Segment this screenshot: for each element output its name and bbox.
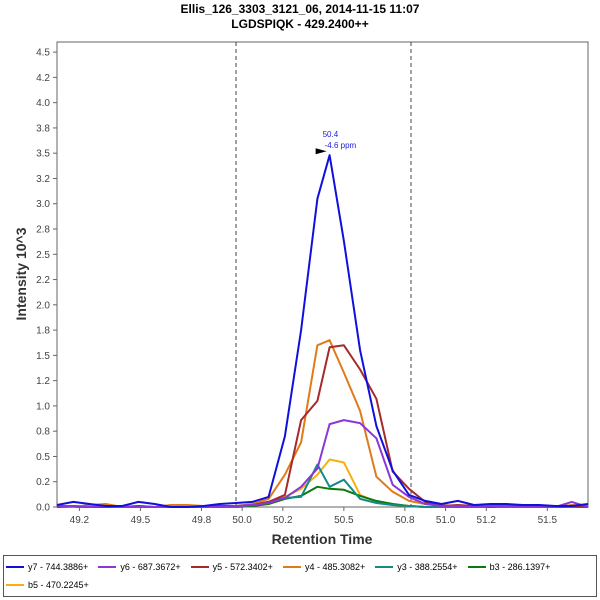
- x-tick-label: 51.2: [477, 515, 497, 526]
- legend-label: y5 - 572.3402+: [212, 562, 273, 572]
- x-tick-label: 51.0: [436, 515, 456, 526]
- x-axis-title: Retention Time: [272, 531, 373, 547]
- y-tick-label: 0.8: [36, 427, 50, 438]
- y-tick-label: 4.0: [36, 98, 50, 109]
- peak-ppm-label: -4.6 ppm: [325, 141, 357, 150]
- chart-title: Ellis_126_3303_3121_06, 2014-11-15 11:07: [181, 2, 420, 16]
- x-tick-label: 49.2: [70, 515, 90, 526]
- legend-label: y7 - 744.3886+: [28, 562, 89, 572]
- y-tick-label: 3.8: [36, 123, 50, 134]
- legend-item: y7 - 744.3886+: [4, 562, 88, 572]
- series-line-y6: [57, 419, 589, 508]
- y-axis-title: Intensity 10^3: [13, 227, 29, 320]
- x-axis: 49.2 49.5 49.8 50.0 50.2 50.5 50.8 51.0 51.2 51.5: [70, 507, 558, 526]
- y-tick-label: 2.5: [36, 250, 50, 261]
- y-tick-label: 0.5: [36, 452, 50, 463]
- series-line-y5: [56, 344, 589, 508]
- x-tick-label: 49.5: [131, 515, 151, 526]
- y-tick-label: 4.5: [36, 48, 50, 59]
- y-tick-label: 1.2: [36, 376, 50, 387]
- peak-marker-icon: [315, 148, 327, 155]
- series-lines: [56, 154, 589, 508]
- legend-label: y4 - 485.3082+: [304, 562, 366, 572]
- chromatogram-chart: Ellis_126_3303_3121_06, 2014-11-15 11:07…: [13, 2, 589, 547]
- legend-item: b5 - 470.2245+: [4, 580, 89, 590]
- series-line-b5: [57, 458, 588, 508]
- legend: y7 - 744.3886+ y6 - 687.3672+ y5 - 572.340…: [3, 555, 597, 597]
- peak-annotation: 50.4 -4.6 ppm: [315, 130, 357, 155]
- legend-item: b3 - 286.1397+: [466, 562, 551, 572]
- y-tick-label: 2.2: [36, 275, 50, 286]
- legend-label: y3 - 388.2554+: [397, 562, 458, 572]
- legend-swatch-icon: [467, 566, 486, 568]
- series-line-y3: [57, 463, 588, 508]
- x-tick-label: 49.8: [192, 515, 212, 526]
- legend-swatch-icon: [190, 566, 209, 568]
- series-line-y4: [57, 339, 589, 508]
- plot-area: [56, 41, 589, 508]
- x-tick-label: 50.5: [334, 515, 354, 526]
- y-tick-label: 3.5: [36, 149, 50, 160]
- y-tick-label: 0.0: [36, 503, 50, 514]
- x-tick-label: 50.0: [232, 515, 252, 526]
- y-tick-label: 4.2: [36, 73, 50, 84]
- y-tick-label: 2.8: [36, 225, 50, 236]
- legend-swatch-icon: [375, 566, 394, 568]
- legend-item: y3 - 388.2554+: [373, 562, 458, 572]
- y-axis: 0.0 0.2 0.5 0.8 1.0 1.2 1.5 1.8 2.0 2.2 2.5 2.8 3.0 3…: [36, 48, 57, 514]
- x-tick-label: 51.5: [538, 515, 558, 526]
- legend-swatch-icon: [6, 584, 24, 586]
- legend-item: y5 - 572.3402+: [189, 562, 273, 572]
- legend-swatch-icon: [6, 566, 24, 568]
- legend-label: b3 - 286.1397+: [489, 562, 551, 572]
- y-tick-label: 2.0: [36, 300, 50, 311]
- x-tick-label: 50.2: [273, 515, 293, 526]
- legend-label: y6 - 687.3672+: [120, 562, 181, 572]
- peak-rt-label: 50.4: [323, 130, 339, 139]
- legend-item: y6 - 687.3672+: [96, 562, 181, 572]
- integration-boundaries: [235, 42, 412, 507]
- y-tick-label: 1.0: [36, 401, 50, 412]
- y-tick-label: 0.2: [36, 477, 50, 488]
- y-tick-label: 1.8: [36, 326, 50, 337]
- y-tick-label: 3.0: [36, 199, 50, 210]
- y-tick-label: 1.5: [36, 351, 50, 362]
- legend-swatch-icon: [98, 566, 117, 568]
- chart-subtitle: LGDSPIQK - 429.2400++: [231, 17, 368, 31]
- series-line-y7: [56, 154, 589, 508]
- x-tick-label: 50.8: [395, 515, 415, 526]
- legend-label: b5 - 470.2245+: [28, 580, 89, 590]
- y-tick-label: 3.2: [36, 174, 50, 185]
- legend-item: y4 - 485.3082+: [281, 562, 365, 572]
- legend-swatch-icon: [282, 566, 301, 568]
